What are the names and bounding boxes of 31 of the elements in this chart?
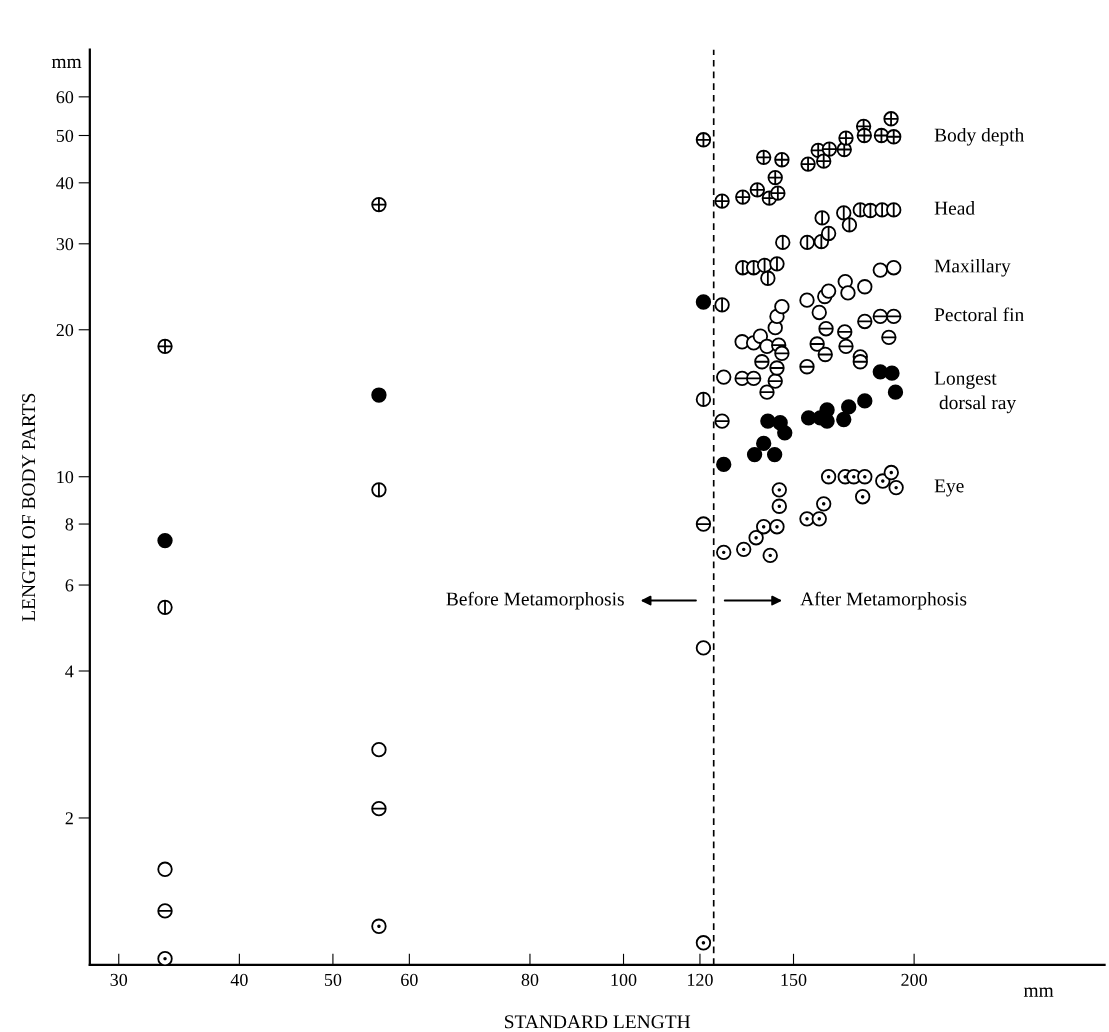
annotation: Before Metamorphosis	[446, 591, 624, 610]
series-label: Pectoral fin	[934, 307, 1024, 322]
text: mm	[1023, 987, 1054, 997]
x-tick-label: 150	[781, 973, 807, 986]
x-tick-label: 100	[611, 973, 637, 986]
y-tick-label: 20	[56, 324, 74, 337]
x-tick-label: 120	[688, 973, 713, 986]
y-tick-label: 10	[57, 470, 74, 484]
series-label: Eye	[934, 479, 964, 497]
x-axis-title: STANDARD LENGTH	[505, 1015, 691, 1029]
x-tick-label: 40	[230, 973, 248, 986]
series-label: Body depth	[934, 127, 1025, 146]
annotation: After Metamorphosis	[800, 591, 967, 610]
series-label: Longest dorsal ray	[934, 371, 1017, 414]
text: mm	[51, 58, 82, 68]
y-tick-label: 8	[65, 518, 74, 531]
y-tick-label: 2	[65, 812, 73, 825]
y-tick-label: 6	[65, 579, 74, 592]
x-tick-label: 80	[521, 973, 539, 986]
y-tick-label: 60	[56, 91, 74, 104]
y-axis-title: LENGTH OF BODY PARTS	[22, 393, 36, 622]
y-tick-label: 4	[65, 665, 74, 678]
series-label: Maxillary	[934, 258, 1011, 277]
x-tick-label: 60	[401, 973, 418, 986]
x-tick-label: 30	[110, 973, 128, 986]
series-label: Head	[934, 201, 975, 215]
x-tick-label: 50	[324, 973, 342, 986]
x-tick-label: 200	[901, 973, 927, 986]
y-tick-label: 40	[56, 177, 74, 190]
y-tick-label: 50	[56, 129, 74, 142]
y-tick-label: 30	[56, 238, 74, 251]
